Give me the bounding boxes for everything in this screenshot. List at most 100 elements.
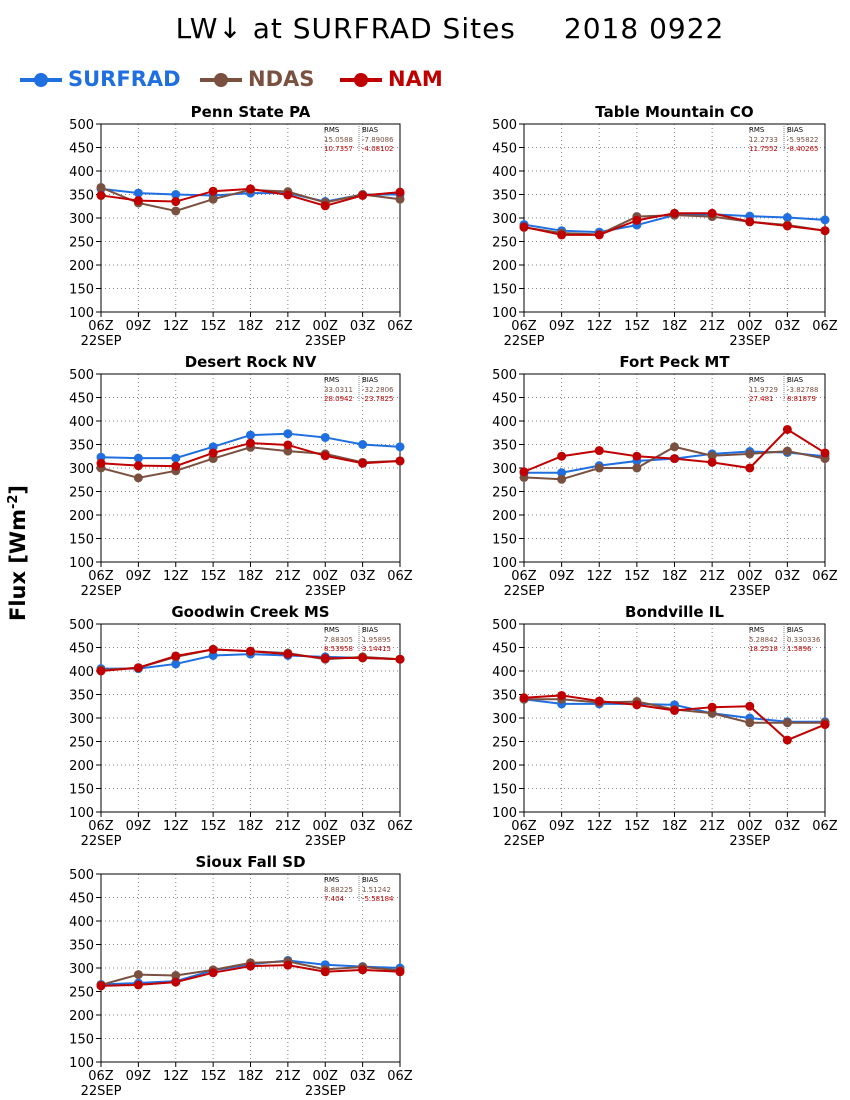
y-tick-label: 350 bbox=[492, 689, 517, 704]
x-tick-label: 12Z bbox=[163, 319, 189, 334]
y-tick-label: 450 bbox=[69, 142, 94, 157]
data-point-nam bbox=[395, 967, 405, 977]
x-date-label: 23SEP bbox=[305, 834, 346, 849]
data-point-nam bbox=[133, 980, 143, 990]
y-tick-label: 500 bbox=[492, 118, 517, 133]
data-point-nam bbox=[246, 438, 255, 448]
x-tick-label: 00Z bbox=[313, 569, 339, 584]
data-point-nam bbox=[594, 446, 604, 456]
x-tick-label: 09Z bbox=[549, 569, 575, 584]
chart-panel: Goodwin Creek MS 100 150 200 250 300 350 400 450… bbox=[69, 603, 413, 849]
stats-bias-value: 3.14415 bbox=[362, 645, 391, 653]
y-tick-label: 100 bbox=[492, 556, 517, 571]
y-tick-label: 100 bbox=[69, 806, 94, 821]
data-point-nam bbox=[320, 451, 330, 461]
y-tick-label: 100 bbox=[69, 306, 94, 321]
data-point-surfrad bbox=[820, 215, 830, 225]
y-tick-label: 400 bbox=[492, 665, 517, 680]
x-tick-label: 06Z bbox=[511, 569, 537, 584]
y-tick-label: 300 bbox=[69, 712, 94, 727]
stats-bias-value: 0.330336 bbox=[787, 636, 821, 644]
y-tick-label: 450 bbox=[492, 642, 517, 657]
x-tick-label: 15Z bbox=[200, 569, 226, 584]
x-tick-label: 15Z bbox=[624, 819, 650, 834]
data-point-ndas bbox=[208, 194, 218, 204]
x-tick-label: 06Z bbox=[812, 569, 838, 584]
stats-bias-header: BIAS bbox=[362, 126, 379, 134]
x-tick-label: 06Z bbox=[387, 569, 413, 584]
y-tick-label: 500 bbox=[492, 618, 517, 633]
data-point-nam bbox=[745, 463, 755, 473]
y-tick-label: 450 bbox=[69, 642, 94, 657]
data-point-nam bbox=[820, 720, 830, 730]
stats-bias-value: 8.81879 bbox=[787, 395, 816, 403]
data-point-surfrad bbox=[283, 429, 293, 439]
stats-bias-value: -32.2806 bbox=[362, 386, 394, 394]
title-date: 2018 0922 bbox=[563, 12, 725, 45]
x-date-label: 22SEP bbox=[504, 834, 545, 849]
data-point-ndas bbox=[632, 463, 642, 473]
data-point-nam bbox=[557, 230, 567, 240]
y-tick-label: 150 bbox=[69, 533, 94, 548]
data-point-nam bbox=[707, 702, 717, 712]
x-tick-label: 21Z bbox=[275, 569, 301, 584]
x-tick-label: 15Z bbox=[200, 1069, 226, 1084]
x-date-label: 22SEP bbox=[504, 334, 545, 349]
data-point-nam bbox=[670, 705, 679, 715]
data-point-nam bbox=[707, 208, 717, 218]
y-tick-label: 400 bbox=[492, 165, 517, 180]
stats-bias-value: -7.89086 bbox=[362, 136, 394, 144]
stats-bias-value: 1.51242 bbox=[362, 886, 391, 894]
y-tick-label: 250 bbox=[69, 236, 94, 251]
page-title: LW↓ at SURFRAD Sites 2018 0922 bbox=[0, 12, 850, 45]
y-tick-label: 450 bbox=[492, 142, 517, 157]
data-point-nam bbox=[745, 217, 755, 227]
data-point-surfrad bbox=[133, 453, 143, 463]
x-tick-label: 18Z bbox=[238, 319, 264, 334]
data-point-nam bbox=[557, 690, 567, 700]
stats-rms-header: RMS bbox=[324, 126, 340, 134]
data-point-nam bbox=[395, 456, 405, 466]
stats-bias-value: 1.5896 bbox=[787, 645, 812, 653]
x-tick-label: 18Z bbox=[662, 569, 688, 584]
x-tick-label: 03Z bbox=[775, 569, 801, 584]
data-point-nam bbox=[519, 693, 529, 703]
x-tick-label: 03Z bbox=[350, 1069, 376, 1084]
y-tick-label: 150 bbox=[492, 783, 517, 798]
data-point-nam bbox=[782, 424, 792, 434]
data-point-ndas bbox=[133, 473, 143, 483]
data-point-nam bbox=[820, 448, 830, 458]
x-tick-label: 21Z bbox=[699, 819, 725, 834]
x-tick-label: 00Z bbox=[313, 819, 339, 834]
data-point-nam bbox=[358, 965, 368, 975]
stats-rms-header: RMS bbox=[749, 376, 765, 384]
data-point-nam bbox=[246, 184, 255, 194]
x-tick-label: 09Z bbox=[126, 819, 152, 834]
y-tick-label: 500 bbox=[492, 368, 517, 383]
panel-title: Goodwin Creek MS bbox=[171, 603, 329, 621]
data-point-surfrad bbox=[171, 453, 181, 463]
legend-ndas-marker-icon bbox=[200, 73, 242, 87]
legend-nam-marker-icon bbox=[340, 73, 382, 87]
x-date-label: 23SEP bbox=[305, 1084, 346, 1099]
data-point-surfrad bbox=[320, 432, 330, 442]
stats-bias-value: 1.95895 bbox=[362, 636, 391, 644]
stats-bias-value: -5.58184 bbox=[362, 895, 394, 903]
x-tick-label: 03Z bbox=[775, 319, 801, 334]
x-date-label: 22SEP bbox=[81, 584, 122, 599]
data-point-nam bbox=[320, 967, 330, 977]
y-tick-label: 250 bbox=[492, 236, 517, 251]
stats-rms-header: RMS bbox=[324, 626, 340, 634]
x-tick-label: 03Z bbox=[350, 569, 376, 584]
y-tick-label: 350 bbox=[69, 939, 94, 954]
x-tick-label: 12Z bbox=[163, 819, 189, 834]
data-point-ndas bbox=[171, 206, 181, 216]
x-tick-label: 00Z bbox=[737, 819, 763, 834]
stats-rms-header: RMS bbox=[324, 376, 340, 384]
y-tick-label: 200 bbox=[492, 259, 517, 274]
panel-title: Sioux Fall SD bbox=[195, 853, 305, 871]
stats-rms-value: 10.7357 bbox=[324, 145, 353, 153]
data-point-nam bbox=[208, 186, 218, 196]
x-tick-label: 18Z bbox=[662, 319, 688, 334]
x-tick-label: 12Z bbox=[163, 1069, 189, 1084]
